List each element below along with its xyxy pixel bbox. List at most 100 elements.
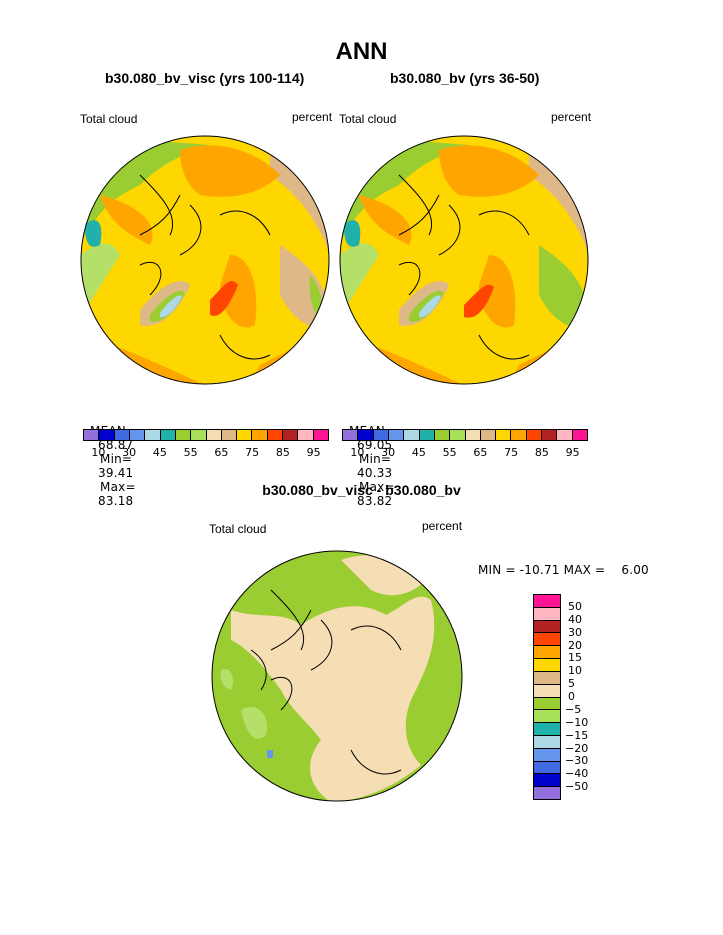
right-colorbar-swatch	[511, 430, 527, 440]
right-colorbar-swatch	[343, 430, 359, 440]
right-colorbar	[342, 429, 588, 441]
left-colorbar-swatch	[206, 430, 222, 440]
diff-colorbar-tick-label: 30	[568, 625, 582, 639]
diff-case-title: b30.080_bv_visc - b30.080_bv	[262, 482, 461, 498]
left-min-value: 39.41	[98, 466, 134, 480]
left-max-value: 83.18	[98, 494, 134, 508]
left-case-title: b30.080_bv_visc (yrs 100-114)	[105, 70, 305, 86]
diff-colorbar-swatch	[534, 735, 560, 749]
right-colorbar-ticks: 10 30 45 55 65 75 85 95	[342, 446, 588, 460]
diff-colorbar-tick-label: −15	[565, 728, 589, 742]
left-colorbar-swatch	[283, 430, 299, 440]
diff-colorbar-tick-label: 40	[568, 612, 582, 626]
right-colorbar-swatch	[419, 430, 435, 440]
diff-colorbar-swatch	[534, 671, 560, 685]
left-colorbar-tick-label: 75	[245, 446, 260, 459]
left-colorbar-swatch	[129, 430, 146, 440]
left-colorbar-swatch	[221, 430, 238, 440]
diff-colorbar-tick-label: −30	[565, 754, 589, 768]
left-polar-map	[80, 135, 330, 385]
right-colorbar-tick-label: 10	[350, 446, 365, 459]
right-mean-value: 69.05	[357, 438, 393, 452]
left-colorbar-swatch	[298, 430, 314, 440]
diff-colorbar-swatch	[534, 774, 560, 788]
left-colorbar-swatch	[84, 430, 100, 440]
left-colorbar-swatch	[114, 430, 130, 440]
diff-colorbar-tick-label: −20	[565, 741, 589, 755]
diff-colorbar-swatch	[534, 723, 560, 736]
diff-colorbar-tick-label: 0	[568, 690, 575, 703]
right-colorbar-swatch	[358, 430, 374, 440]
left-colorbar-swatch	[160, 430, 176, 440]
left-units-label: percent	[292, 110, 333, 124]
right-colorbar-tick-label: 75	[504, 446, 519, 459]
right-colorbar-tick-label: 55	[442, 446, 457, 459]
right-min-value: 40.33	[357, 466, 393, 480]
right-colorbar-swatch	[572, 430, 587, 440]
right-polar-map	[339, 135, 589, 385]
right-case-title: b30.080_bv (yrs 36-50)	[390, 70, 540, 86]
diff-colorbar-tick-label: 10	[568, 664, 582, 678]
left-colorbar-tick-label: 30	[122, 446, 137, 459]
diff-colorbar-tick-label: −5	[565, 702, 582, 716]
diff-colorbar-tick-label: −10	[565, 715, 589, 729]
right-colorbar-swatch	[465, 430, 481, 440]
right-colorbar-swatch	[496, 430, 512, 440]
right-colorbar-swatch	[404, 430, 420, 440]
left-colorbar-swatch	[99, 430, 115, 440]
right-max-value: 83.82	[357, 494, 393, 508]
diff-colorbar-swatch	[534, 748, 560, 762]
diff-colorbar-swatch	[534, 787, 560, 799]
left-colorbar-swatch	[237, 430, 253, 440]
diff-units-label: percent	[422, 519, 463, 533]
left-colorbar-tick-label: 10	[91, 446, 106, 459]
left-colorbar-swatch	[145, 430, 161, 440]
right-colorbar-swatch	[388, 430, 405, 440]
left-mean-value: 68.87	[98, 438, 134, 452]
diff-colorbar-swatch	[534, 633, 560, 647]
diff-colorbar-swatch	[534, 595, 560, 608]
left-colorbar-tick-label: 45	[152, 446, 167, 459]
right-colorbar-tick-label: 85	[534, 446, 549, 459]
right-colorbar-tick-label: 45	[411, 446, 426, 459]
left-colorbar-ticks: 10 30 45 55 65 75 85 95	[83, 446, 329, 460]
right-colorbar-tick-label: 95	[565, 446, 580, 459]
diff-polar-map	[211, 550, 463, 802]
left-colorbar-tick-label: 55	[183, 446, 198, 459]
right-colorbar-swatch	[434, 430, 451, 440]
diff-colorbar-tick-label: −50	[565, 780, 589, 794]
diff-colorbar-tick-label: 50	[568, 599, 582, 613]
diff-colorbar-swatch	[534, 620, 560, 634]
left-colorbar-swatch	[313, 430, 328, 440]
diff-colorbar-tick-label: 5	[568, 677, 575, 691]
diff-colorbar-swatch	[534, 697, 560, 711]
right-colorbar-swatch	[526, 430, 543, 440]
diff-colorbar-swatch	[534, 659, 560, 672]
diff-colorbar-swatch	[534, 710, 560, 724]
diff-colorbar-tick-label: 20	[568, 638, 582, 652]
right-colorbar-swatch	[480, 430, 497, 440]
diff-colorbar	[533, 594, 561, 800]
right-colorbar-swatch	[373, 430, 389, 440]
right-colorbar-swatch	[542, 430, 558, 440]
right-units-label: percent	[551, 110, 592, 124]
right-variable-label: Total cloud	[339, 112, 397, 126]
diff-variable-label: Total cloud	[209, 522, 267, 536]
diff-colorbar-swatch	[534, 607, 560, 621]
main-title: ANN	[335, 38, 388, 65]
left-colorbar-swatch	[252, 430, 268, 440]
left-colorbar-swatch	[191, 430, 207, 440]
diff-minmax: MIN = -10.71 MAX = 6.00	[478, 563, 649, 577]
left-colorbar-swatch	[267, 430, 284, 440]
diff-colorbar-swatch	[534, 684, 560, 698]
left-max-label: Max=	[100, 480, 136, 494]
left-min-label: Min=	[100, 452, 133, 466]
diff-colorbar-swatch	[534, 646, 560, 660]
right-colorbar-tick-label: 65	[473, 446, 488, 459]
diff-colorbar-swatch	[534, 761, 560, 775]
diff-colorbar-tick-label: −40	[565, 767, 589, 781]
left-colorbar-swatch	[175, 430, 192, 440]
left-colorbar-tick-label: 65	[214, 446, 229, 459]
diff-colorbar-tick-label: 15	[568, 651, 582, 665]
right-max-label: Max=	[359, 480, 395, 494]
